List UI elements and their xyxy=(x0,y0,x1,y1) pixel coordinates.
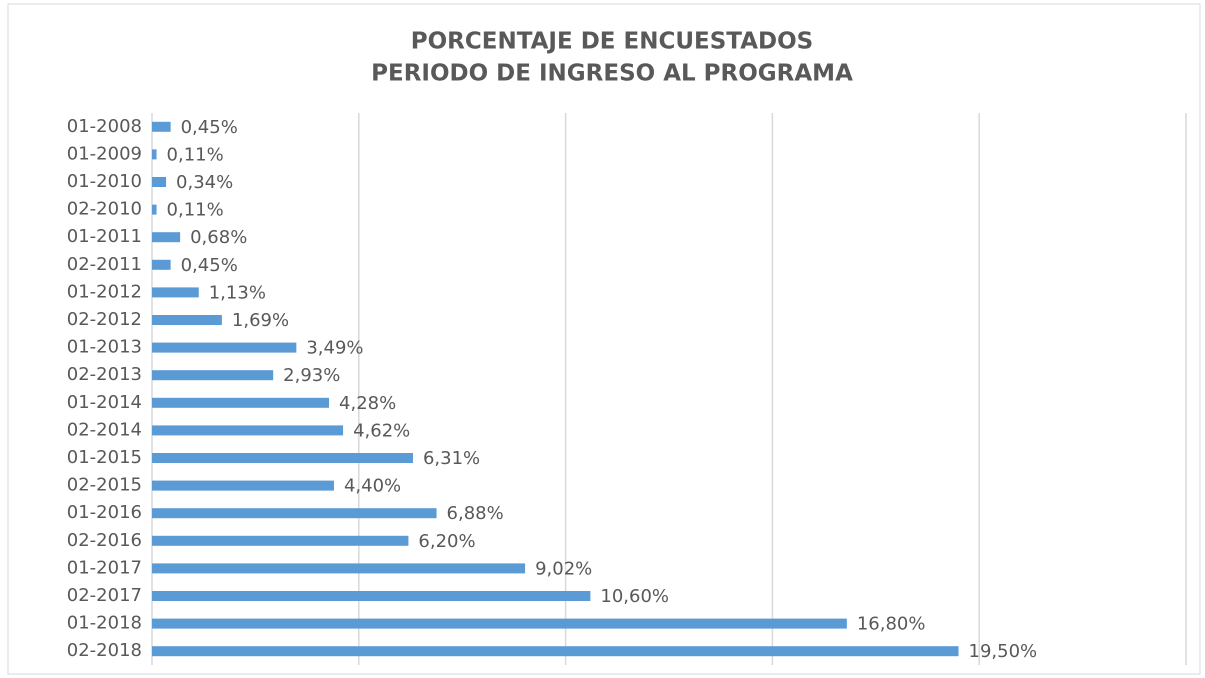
data-label: 6,88% xyxy=(447,503,504,524)
y-tick-label: 01-2009 xyxy=(67,143,142,164)
data-label: 4,62% xyxy=(353,420,410,441)
bar xyxy=(152,453,413,463)
bar xyxy=(152,121,171,132)
data-label: 0,11% xyxy=(167,144,224,165)
y-tick-label: 02-2017 xyxy=(67,585,142,606)
bar xyxy=(152,397,330,408)
y-tick-label: 01-2010 xyxy=(67,171,142,192)
y-tick-label: 01-2015 xyxy=(67,447,142,468)
data-label: 10,60% xyxy=(600,586,669,607)
bar xyxy=(152,646,959,657)
data-label: 6,31% xyxy=(423,448,480,469)
data-label: 0,68% xyxy=(190,227,247,248)
y-tick-label: 01-2012 xyxy=(67,281,142,302)
y-tick-label: 01-2018 xyxy=(67,613,142,634)
y-tick-label: 02-2014 xyxy=(67,419,142,440)
y-tick-label: 01-2016 xyxy=(67,502,142,523)
y-tick-label: 01-2013 xyxy=(67,337,142,358)
bar xyxy=(152,425,344,436)
data-label: 4,28% xyxy=(339,393,396,414)
data-label: 0,45% xyxy=(181,117,238,138)
y-tick-label: 02-2013 xyxy=(67,364,142,385)
data-label: 3,49% xyxy=(306,338,363,359)
bar xyxy=(152,259,171,270)
bar xyxy=(152,508,437,519)
bar xyxy=(152,149,157,160)
y-tick-label: 02-2015 xyxy=(67,475,142,496)
bar xyxy=(152,563,526,574)
bar xyxy=(152,370,274,381)
y-tick-label: 02-2011 xyxy=(67,254,142,275)
y-tick-label: 02-2016 xyxy=(67,530,142,551)
data-label: 0,45% xyxy=(181,255,238,276)
data-label: 1,69% xyxy=(232,310,289,331)
bar xyxy=(152,535,409,546)
data-label: 2,93% xyxy=(283,365,340,386)
y-tick-label: 01-2017 xyxy=(67,557,142,578)
data-label: 6,20% xyxy=(418,531,475,552)
bar xyxy=(152,204,157,215)
chart-border xyxy=(7,3,1201,675)
bar xyxy=(152,480,334,491)
bar xyxy=(152,232,181,243)
data-label: 4,40% xyxy=(344,476,401,497)
y-tick-label: 01-2011 xyxy=(67,226,142,247)
bar xyxy=(152,315,222,325)
data-label: 1,13% xyxy=(209,282,266,303)
data-label: 19,50% xyxy=(969,641,1038,662)
bar xyxy=(152,591,591,601)
data-label: 0,34% xyxy=(176,172,233,193)
y-tick-label: 02-2010 xyxy=(67,199,142,220)
data-label: 16,80% xyxy=(857,614,926,635)
bar xyxy=(152,287,199,298)
data-label: 9,02% xyxy=(535,558,592,579)
bar xyxy=(152,177,167,187)
y-tick-label: 01-2008 xyxy=(67,116,142,137)
y-tick-label: 02-2012 xyxy=(67,309,142,330)
y-tick-label: 01-2014 xyxy=(67,392,142,413)
chart-title: PORCENTAJE DE ENCUESTADOS xyxy=(411,29,813,55)
y-tick-label: 02-2018 xyxy=(67,640,142,661)
bar xyxy=(152,618,847,629)
chart-title: PERIODO DE INGRESO AL PROGRAMA xyxy=(371,61,853,87)
bar xyxy=(152,342,297,353)
data-label: 0,11% xyxy=(167,200,224,221)
